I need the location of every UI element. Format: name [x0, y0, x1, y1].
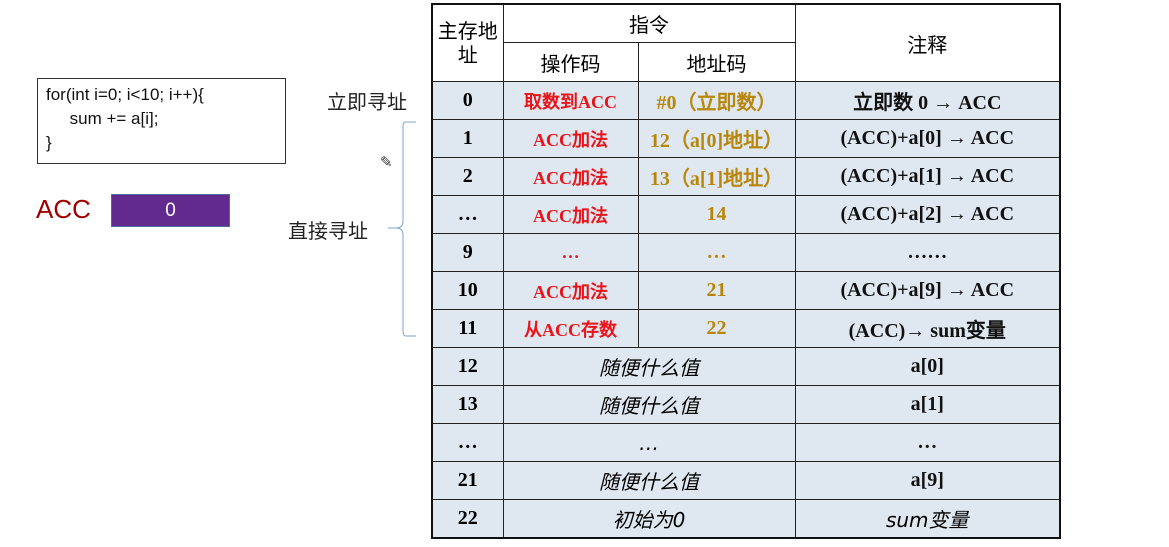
comment-cell: a[1]	[794, 385, 1061, 424]
comment-cell: ……	[794, 233, 1061, 272]
value-cell: 随便什么值	[502, 347, 796, 386]
opcode-cell: ACC加法	[502, 157, 639, 196]
address-cell: 22	[431, 499, 504, 539]
table-row: 10 ACC加法 21 (ACC)+a[9] → ACC	[431, 271, 1061, 310]
code-line: }	[46, 133, 52, 152]
table-row: 13 随便什么值 a[1]	[431, 385, 1061, 424]
memory-table: 主存地址 指令 注释 操作码 地址码 0 取数到ACC #0（立即数） 立即数 0 →…	[431, 3, 1061, 539]
addrcode-cell: 21	[637, 271, 796, 310]
value-cell: 初始为0	[502, 499, 796, 539]
opcode-cell: …	[502, 233, 639, 272]
comment-cell: sum变量	[794, 499, 1061, 539]
header-opcode: 操作码	[502, 42, 639, 82]
code-snippet: for(int i=0; i<10; i++){ sum += a[i]; }	[37, 78, 286, 164]
address-cell: …	[431, 195, 504, 234]
comment-cell: (ACC)+a[0] → ACC	[794, 119, 1061, 158]
table-row: 22 初始为0 sum变量	[431, 499, 1061, 539]
addrcode-cell: 12（a[0]地址）	[637, 119, 796, 158]
addrcode-cell: #0（立即数）	[637, 81, 796, 120]
table-row: 21 随便什么值 a[9]	[431, 461, 1061, 500]
table-row: 0 取数到ACC #0（立即数） 立即数 0 → ACC	[431, 81, 1061, 120]
comment-cell: a[9]	[794, 461, 1061, 500]
table-row: ………	[431, 423, 1061, 462]
table-row: 1 ACC加法 12（a[0]地址） (ACC)+a[0] → ACC	[431, 119, 1061, 158]
table-row: 2 ACC加法 13（a[1]地址） (ACC)+a[1] → ACC	[431, 157, 1061, 196]
direct-addressing-label: 直接寻址	[288, 219, 368, 243]
opcode-cell: ACC加法	[502, 271, 639, 310]
code-line: sum += a[i];	[46, 109, 159, 128]
addrcode-cell: …	[637, 233, 796, 272]
opcode-cell: ACC加法	[502, 195, 639, 234]
comment-cell: (ACC)+a[2] → ACC	[794, 195, 1061, 234]
value-cell: …	[502, 423, 796, 462]
address-cell: 1	[431, 119, 504, 158]
addrcode-cell: 13（a[1]地址）	[637, 157, 796, 196]
immediate-addressing-label: 立即寻址	[327, 90, 407, 114]
comment-cell: (ACC)+a[1] → ACC	[794, 157, 1061, 196]
address-cell: 9	[431, 233, 504, 272]
comment-cell: a[0]	[794, 347, 1061, 386]
address-cell: …	[431, 423, 504, 462]
table-row: … ACC加法 14 (ACC)+a[2] → ACC	[431, 195, 1061, 234]
table-row: 11 从ACC存数 22 (ACC)→ sum变量	[431, 309, 1061, 348]
address-cell: 2	[431, 157, 504, 196]
pencil-icon: ✎	[380, 155, 393, 171]
brace-icon	[388, 121, 416, 337]
table-row: 12 随便什么值 a[0]	[431, 347, 1061, 386]
header-addrcode: 地址码	[637, 42, 796, 82]
comment-cell: …	[794, 423, 1061, 462]
acc-label: ACC	[36, 194, 91, 224]
header-address: 主存地址	[431, 3, 504, 82]
comment-cell: 立即数 0 → ACC	[794, 81, 1061, 120]
address-cell: 13	[431, 385, 504, 424]
address-cell: 0	[431, 81, 504, 120]
address-cell: 12	[431, 347, 504, 386]
acc-register: 0	[111, 194, 230, 227]
address-cell: 21	[431, 461, 504, 500]
value-cell: 随便什么值	[502, 385, 796, 424]
value-cell: 随便什么值	[502, 461, 796, 500]
header-instruction: 指令	[502, 3, 796, 43]
comment-cell: (ACC)+a[9] → ACC	[794, 271, 1061, 310]
opcode-cell: 取数到ACC	[502, 81, 639, 120]
table-row: 9…………	[431, 233, 1061, 272]
address-cell: 11	[431, 309, 504, 348]
opcode-cell: ACC加法	[502, 119, 639, 158]
addrcode-cell: 22	[637, 309, 796, 348]
address-cell: 10	[431, 271, 504, 310]
header-comment: 注释	[794, 3, 1061, 82]
comment-cell: (ACC)→ sum变量	[794, 309, 1061, 348]
addrcode-cell: 14	[637, 195, 796, 234]
code-line: for(int i=0; i<10; i++){	[46, 85, 204, 104]
opcode-cell: 从ACC存数	[502, 309, 639, 348]
